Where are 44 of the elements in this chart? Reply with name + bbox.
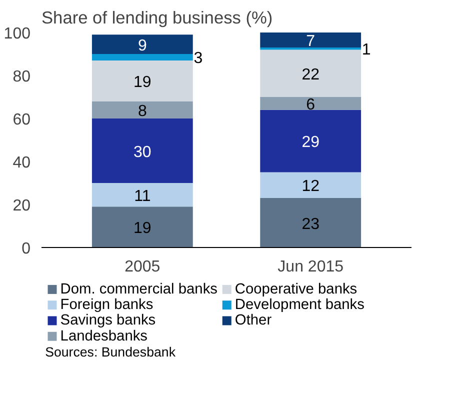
data-label: 29 [302, 134, 320, 152]
bar [92, 183, 193, 207]
data-label: 23 [302, 216, 320, 233]
bar [260, 110, 362, 172]
legend-label: Landesbanks [60, 328, 148, 344]
data-label: 6 [306, 96, 316, 114]
chart-title: Share of lending business (%) [42, 8, 273, 28]
x-tick-label: Jun 2015 [278, 258, 344, 276]
legend-label: Cooperative banks [234, 281, 358, 298]
data-label: 3 [194, 50, 203, 68]
bar [260, 50, 362, 97]
y-tick-label: 60 [12, 112, 31, 128]
bar [260, 32, 362, 48]
bar [260, 97, 362, 110]
y-tick-label: 100 [4, 26, 31, 42]
bar [92, 206, 193, 248]
data-label: 12 [302, 178, 320, 196]
legend-label: Other [234, 312, 272, 329]
legend-label: Foreign banks [60, 297, 154, 314]
data-label: 30 [134, 144, 152, 161]
data-label: 7 [306, 33, 316, 50]
legend-label: Savings banks [60, 312, 156, 329]
bar [92, 54, 193, 60]
data-label: 1 [362, 42, 371, 59]
bar [92, 118, 193, 183]
bar [260, 172, 362, 198]
bar [92, 101, 193, 118]
source-note: Sources: Bundesbank [45, 344, 176, 360]
bar [92, 34, 193, 54]
bar [92, 60, 193, 102]
data-label: 19 [134, 220, 152, 238]
data-label: 11 [134, 188, 151, 205]
y-tick-label: 40 [12, 154, 31, 172]
x-tick-label: 2005 [124, 258, 160, 276]
data-label: 19 [134, 74, 152, 91]
data-label: 9 [138, 37, 147, 54]
legend-label: Development banks [234, 297, 364, 314]
data-label: 22 [302, 66, 320, 84]
y-tick-label: 0 [22, 240, 31, 258]
legend-label: Dom. commercial banks [60, 281, 218, 298]
y-tick-label: 80 [12, 68, 31, 86]
data-label: 8 [138, 102, 147, 120]
bar [260, 198, 362, 248]
y-tick-label: 20 [12, 198, 31, 214]
